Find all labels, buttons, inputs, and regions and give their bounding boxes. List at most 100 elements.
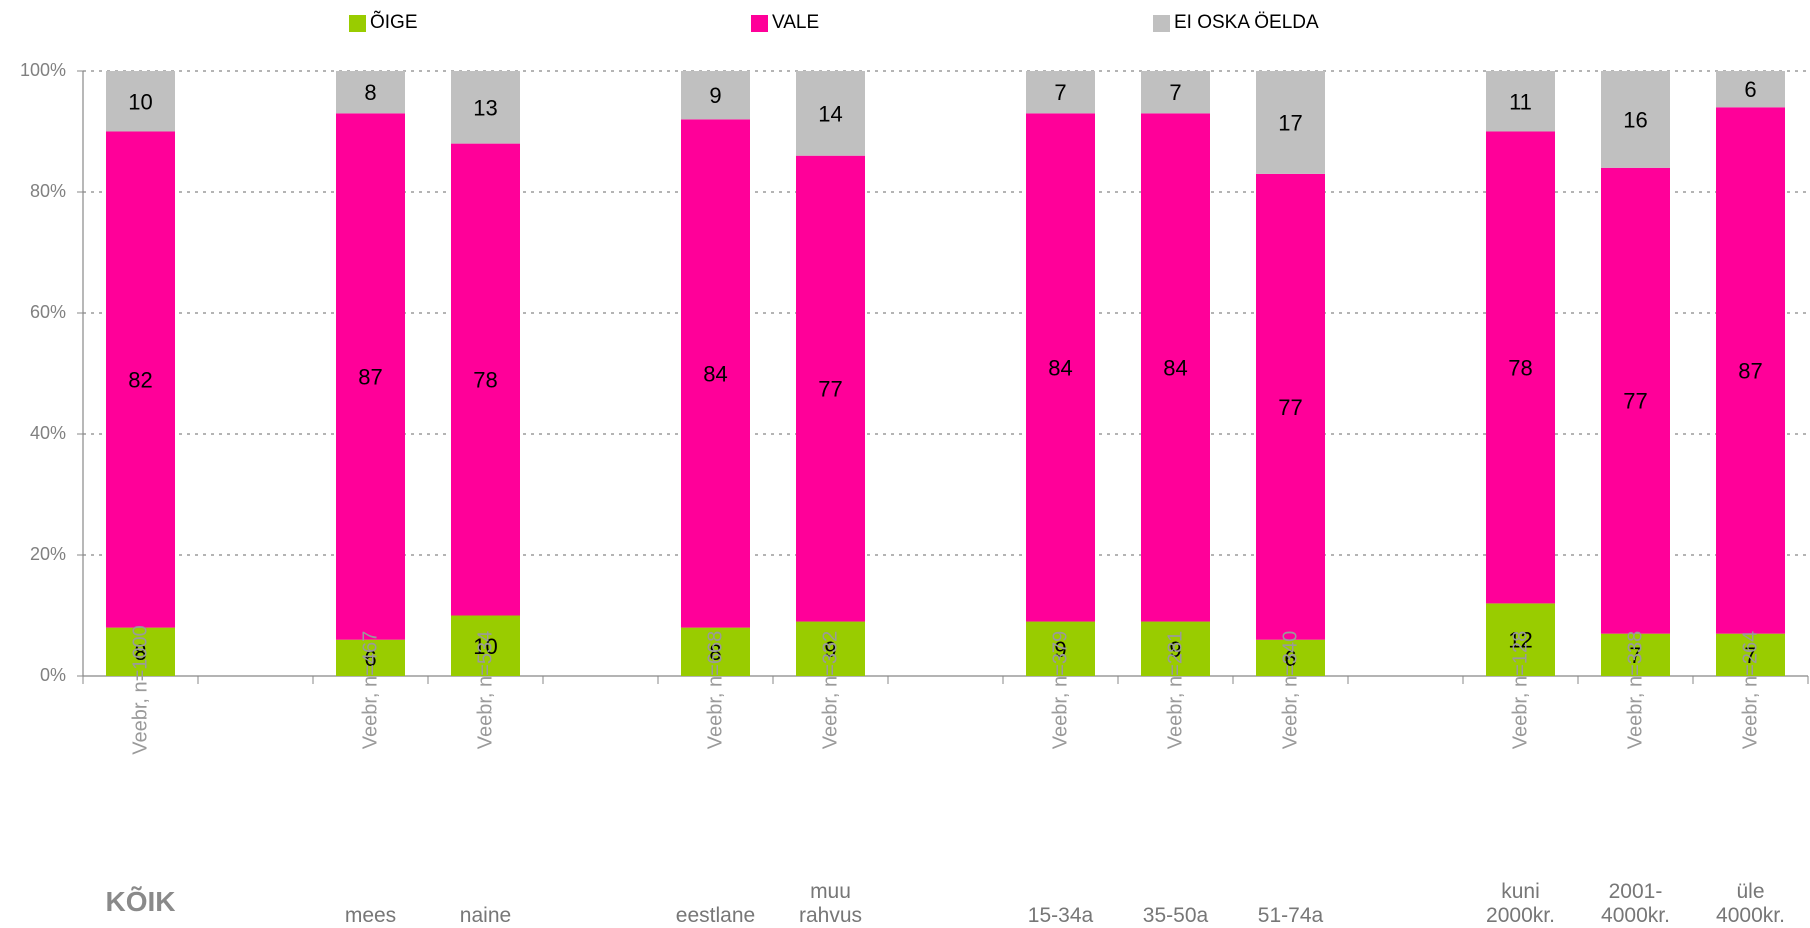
data-label: 11 bbox=[1509, 89, 1532, 114]
bar-stack: 6 77 17 bbox=[1256, 71, 1325, 676]
data-label: 17 bbox=[1278, 110, 1302, 135]
bar-stack: 6 87 8 bbox=[336, 71, 405, 676]
legend-item: ÕIGE bbox=[349, 12, 418, 34]
data-label: 10 bbox=[128, 89, 152, 114]
y-tick-label: 40% bbox=[29, 423, 66, 443]
y-tick-label: 80% bbox=[29, 181, 66, 201]
bar-segment bbox=[796, 621, 865, 676]
data-label: 84 bbox=[1163, 355, 1187, 380]
data-label: 12 bbox=[1508, 628, 1532, 653]
bar-segment bbox=[681, 627, 750, 676]
bar-stack: 9 84 7 bbox=[1026, 71, 1095, 676]
data-label: 10 bbox=[473, 634, 497, 659]
data-label: 9 bbox=[709, 83, 721, 108]
y-tick-label: 20% bbox=[29, 544, 66, 564]
data-label: 84 bbox=[703, 362, 727, 387]
legend-item: EI OSKA ÖELDA bbox=[1153, 12, 1319, 34]
bar-segment bbox=[1716, 107, 1785, 634]
bar-segment bbox=[1486, 603, 1555, 676]
data-label: 8 bbox=[134, 640, 146, 665]
bar-segment bbox=[796, 71, 865, 156]
bar-category-label: Veebr, n=1000 bbox=[129, 625, 151, 755]
data-label: 8 bbox=[364, 80, 376, 105]
group-label: 2001- 4000kr. bbox=[1601, 880, 1670, 927]
bar-category-label: Veebr, n=467 bbox=[359, 630, 381, 750]
bar-segment bbox=[681, 71, 750, 120]
y-tick-label: 100% bbox=[19, 60, 66, 80]
data-label: 16 bbox=[1623, 107, 1647, 132]
bar-segment bbox=[1256, 639, 1325, 676]
bar-stack: 9 77 14 bbox=[796, 71, 865, 676]
data-label: 7 bbox=[1169, 80, 1181, 105]
data-label: 7 bbox=[1629, 643, 1641, 668]
data-label: 78 bbox=[1508, 355, 1532, 380]
bar-segment bbox=[1601, 167, 1670, 634]
group-label: üle 4000kr. bbox=[1716, 880, 1785, 927]
y-tick-label: 0% bbox=[39, 665, 66, 685]
bar-stack: 9 84 7 bbox=[1141, 71, 1210, 676]
bar-segment bbox=[1026, 113, 1095, 622]
data-label: 6 bbox=[364, 646, 376, 671]
group-label: 15-34a bbox=[1027, 904, 1094, 927]
bar-category-label: Veebr, n=264 bbox=[1739, 630, 1761, 750]
legend-label: ÕIGE bbox=[370, 12, 418, 33]
bar-category-label: Veebr, n=128 bbox=[1509, 630, 1531, 750]
legend-swatch bbox=[1153, 14, 1170, 32]
bar-segment bbox=[1026, 621, 1095, 676]
data-label: 77 bbox=[1623, 389, 1647, 414]
data-label: 9 bbox=[824, 637, 836, 662]
bar-segment bbox=[451, 615, 520, 676]
bar-segment bbox=[1141, 113, 1210, 622]
legend-item: VALE bbox=[751, 12, 819, 34]
bar-stack: 10 78 13 bbox=[451, 71, 520, 676]
data-label: 82 bbox=[128, 368, 152, 393]
data-label: 78 bbox=[473, 368, 497, 393]
bar-stack: 12 78 11 bbox=[1486, 71, 1555, 676]
bar-segment bbox=[1141, 71, 1210, 114]
legend-swatch bbox=[349, 14, 366, 32]
bar-segment bbox=[1256, 173, 1325, 640]
bar-segment bbox=[1256, 71, 1325, 174]
bar-category-label: Veebr, n=534 bbox=[474, 630, 496, 750]
legend-swatch bbox=[751, 14, 768, 32]
y-tick-label: 60% bbox=[29, 302, 66, 322]
data-label: 77 bbox=[818, 377, 842, 402]
bar-segment bbox=[1601, 71, 1670, 168]
bar-stack: 8 82 10 bbox=[106, 71, 175, 676]
bar-category-label: Veebr, n=379 bbox=[1049, 630, 1071, 750]
bar-category-label: Veebr, n=332 bbox=[819, 630, 841, 750]
bar-segment bbox=[336, 639, 405, 676]
data-label: 6 bbox=[1284, 646, 1296, 671]
group-label: 51-74a bbox=[1257, 904, 1324, 927]
bar-segment bbox=[1026, 71, 1095, 114]
bar-segment bbox=[336, 113, 405, 640]
data-label: 87 bbox=[1738, 358, 1762, 383]
data-label: 6 bbox=[1744, 77, 1756, 102]
data-label: 8 bbox=[709, 640, 721, 665]
group-label: mees bbox=[344, 904, 397, 927]
legend-label: VALE bbox=[772, 12, 820, 33]
bar-segment bbox=[681, 119, 750, 628]
group-label: eestlane bbox=[675, 904, 756, 927]
bar-segment bbox=[451, 143, 520, 616]
bar-segment bbox=[1716, 71, 1785, 108]
bar-category-label: Veebr, n=281 bbox=[1164, 630, 1186, 750]
bar-segment bbox=[1486, 131, 1555, 604]
data-label: 14 bbox=[818, 101, 842, 126]
bar-segment bbox=[1601, 633, 1670, 676]
group-label: naine bbox=[459, 904, 512, 927]
data-label: 7 bbox=[1744, 643, 1756, 668]
bar-segment bbox=[1141, 621, 1210, 676]
legend-label: EI OSKA ÖELDA bbox=[1174, 12, 1319, 33]
data-label: 13 bbox=[473, 95, 497, 120]
bar-segment bbox=[451, 71, 520, 144]
data-label: 7 bbox=[1054, 80, 1066, 105]
bar-category-label: Veebr, n=340 bbox=[1279, 630, 1301, 750]
bar-segment bbox=[336, 71, 405, 114]
group-label: kuni 2000kr. bbox=[1486, 880, 1555, 927]
bar-segment bbox=[1716, 633, 1785, 676]
data-label: 87 bbox=[358, 365, 382, 390]
bar-segment bbox=[106, 627, 175, 676]
